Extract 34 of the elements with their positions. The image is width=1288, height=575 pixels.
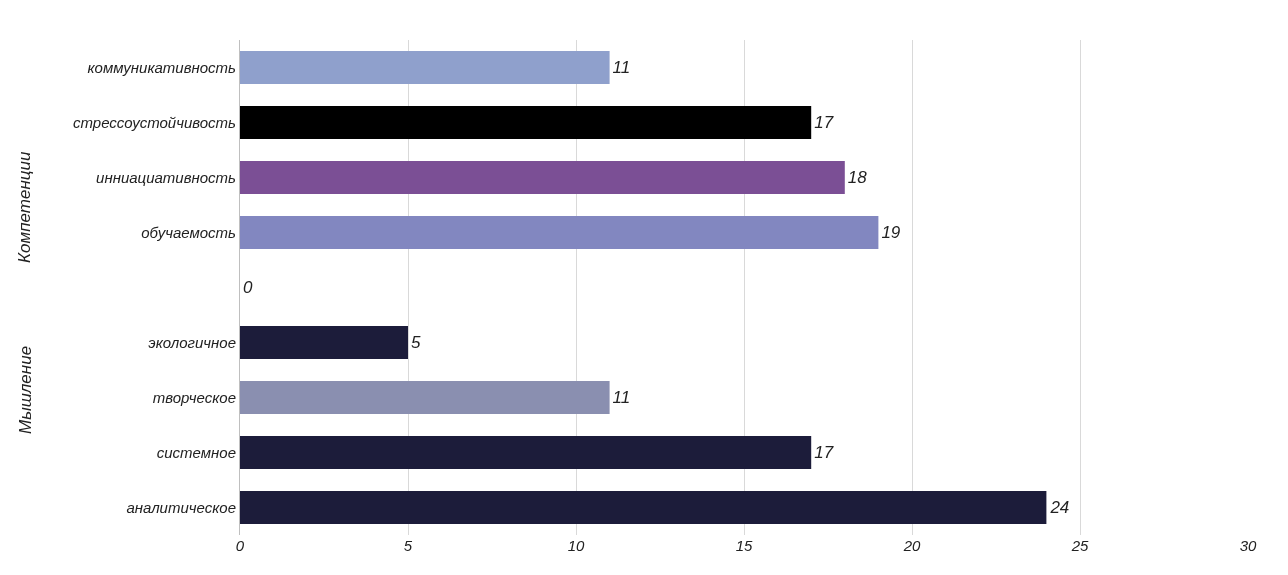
bar bbox=[240, 106, 812, 139]
data-label: 18 bbox=[847, 168, 868, 187]
x-tick-label: 25 bbox=[1070, 537, 1089, 554]
data-label: 19 bbox=[881, 223, 901, 242]
y-tick-label: обучаемость bbox=[141, 223, 237, 241]
y-tick-label: коммуникативность bbox=[87, 58, 237, 76]
bar bbox=[240, 436, 812, 469]
bar bbox=[240, 326, 408, 359]
x-tick-label: 0 bbox=[235, 537, 245, 554]
data-label: 11 bbox=[612, 58, 631, 77]
x-tick-label: 30 bbox=[1239, 537, 1257, 554]
bar bbox=[240, 216, 879, 249]
bar bbox=[240, 161, 845, 194]
data-label: 0 bbox=[243, 278, 253, 297]
x-tick-label: 15 bbox=[735, 537, 753, 554]
bar bbox=[240, 381, 610, 414]
text: Компетенции bbox=[15, 151, 35, 263]
y-tick-label: экологичное bbox=[148, 333, 236, 351]
bar bbox=[240, 491, 1047, 524]
y-tick-label: системное bbox=[156, 443, 236, 461]
bar bbox=[240, 51, 610, 84]
y-tick-label: инниациативность bbox=[96, 168, 237, 186]
y-tick-label: стрессоустойчивость bbox=[72, 113, 237, 131]
text: Мышление bbox=[16, 345, 35, 434]
data-label: 17 bbox=[814, 113, 834, 132]
x-tick-label: 5 bbox=[403, 537, 413, 554]
data-label: 5 bbox=[411, 333, 421, 352]
x-tick-label: 10 bbox=[567, 537, 585, 554]
x-tick-label: 20 bbox=[902, 537, 921, 554]
y-tick-label: аналитическое bbox=[126, 498, 236, 516]
data-label: 17 bbox=[814, 443, 834, 462]
data-label: 11 bbox=[612, 388, 631, 407]
data-label: 24 bbox=[1049, 498, 1070, 517]
y-tick-label: творческое bbox=[152, 388, 236, 406]
